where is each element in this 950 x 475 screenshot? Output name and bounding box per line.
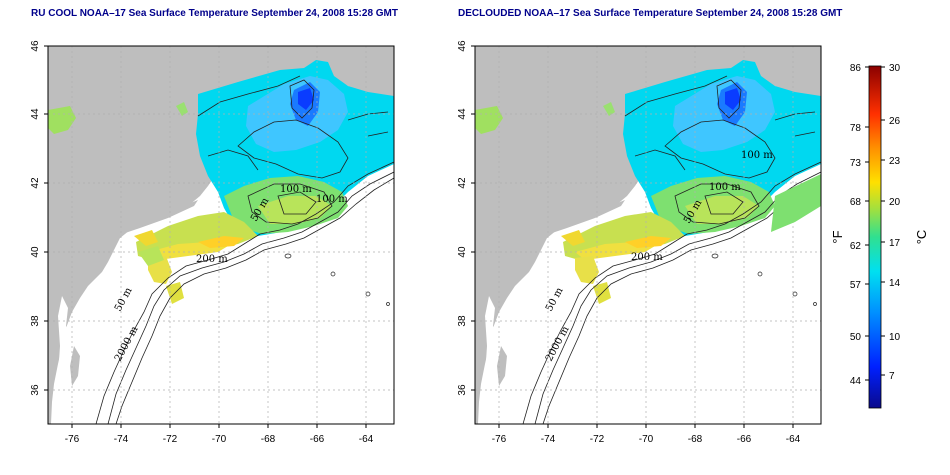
right-panel-title: DECLOUDED NOAA–17 Sea Surface Temperatur… [458,8,843,19]
left-panel-title: RU COOL NOAA–17 Sea Surface Temperature … [31,8,398,19]
left-map-panel: 100 m 100 m 50 m 200 m 50 m 2000 m -76 -… [30,40,395,445]
left-contour-label-2: 100 m [280,184,312,195]
colorbar-f-tick: 73 [850,158,862,169]
colorbar-c-tick: 20 [889,197,901,208]
right-x-tick: -76 [492,434,507,445]
right-y-tick: 44 [457,108,468,120]
right-contour-label-4: 200 m [631,252,663,263]
left-contour-label-4: 200 m [196,254,228,265]
left-y-tick: 40 [30,246,41,258]
right-y-tick: 40 [457,246,468,258]
right-x-tick: -66 [737,434,752,445]
left-y-tick: 38 [30,315,41,327]
colorbar-gradient [868,65,882,409]
left-y-tick: 44 [30,108,41,120]
right-y-tick: 42 [457,177,468,189]
left-x-tick: -66 [310,434,325,445]
colorbar-c-tick: 10 [889,332,901,343]
colorbar-f-tick: 86 [850,63,862,74]
right-contour-label-2: 100 m [709,182,741,193]
colorbar-f-tick: 50 [850,332,862,343]
right-y-tick: 46 [457,40,468,52]
right-y-tick: 38 [457,315,468,327]
colorbar-f-tick: 44 [850,376,862,387]
temperature-colorbar: 86 78 73 68 62 57 50 44 30 26 23 20 17 1… [830,63,929,409]
colorbar-f-tick: 57 [850,280,862,291]
colorbar-c-tick: 30 [889,63,901,74]
left-contour-label-1: 100 m [316,194,348,205]
colorbar-f-tick: 78 [850,123,862,134]
colorbar-c-tick: 17 [889,238,901,249]
left-x-tick: -70 [212,434,227,445]
left-x-tick: -76 [65,434,80,445]
left-y-tick: 36 [30,384,41,396]
left-y-tick: 42 [30,177,41,189]
celsius-axis-label: °C [914,230,929,245]
right-y-tick: 36 [457,384,468,396]
colorbar-c-tick: 7 [889,371,895,382]
left-x-tick: -72 [163,434,178,445]
colorbar-f-tick: 68 [850,197,862,208]
colorbar-f-tick: 62 [850,241,862,252]
right-x-tick: -68 [688,434,703,445]
right-x-tick: -70 [639,434,654,445]
right-x-tick: -72 [590,434,605,445]
left-x-tick: -64 [359,434,374,445]
fahrenheit-axis-label: °F [830,230,845,243]
left-x-tick: -74 [114,434,129,445]
left-y-tick: 46 [30,40,41,52]
left-x-tick: -68 [261,434,276,445]
colorbar-c-tick: 14 [889,278,901,289]
colorbar-c-tick: 23 [889,156,901,167]
colorbar-c-tick: 26 [889,116,901,127]
right-x-tick: -64 [786,434,801,445]
right-map-panel: 100 m 100 m 50 m 200 m 50 m 2000 m -76 -… [457,40,822,445]
right-x-tick: -74 [541,434,556,445]
right-contour-label-1: 100 m [741,150,773,161]
